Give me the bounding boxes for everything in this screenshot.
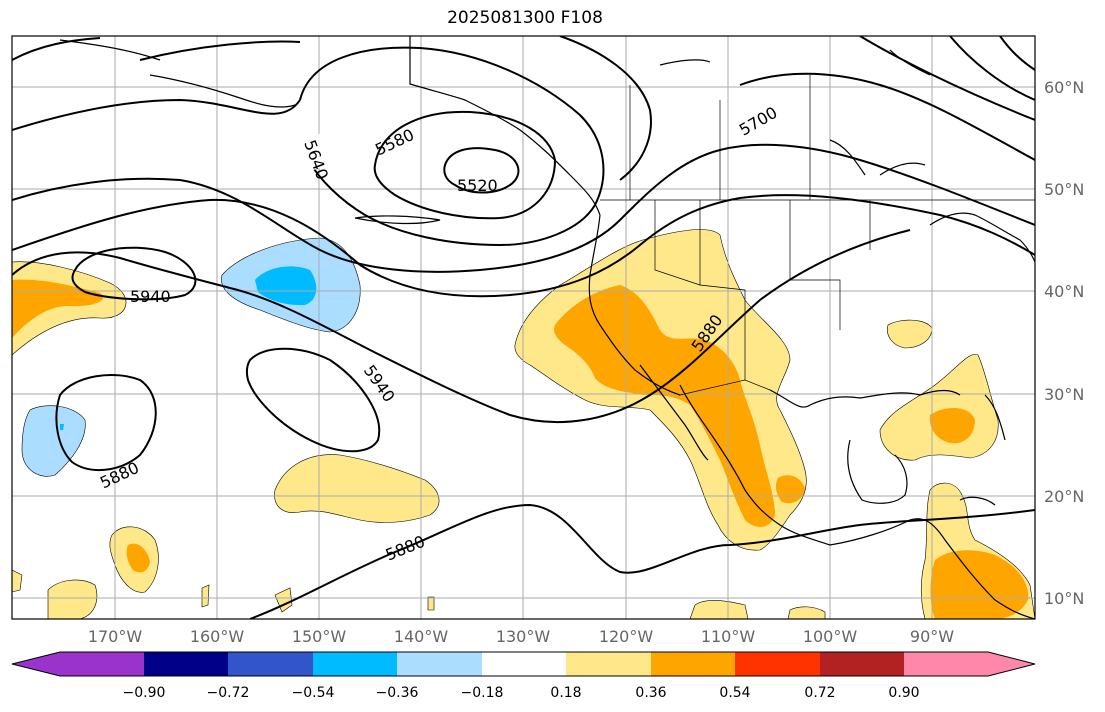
lon-label-90: 90°W	[910, 627, 954, 646]
coastlines	[59, 36, 1035, 619]
colorbar-seg-10	[820, 652, 904, 676]
colorbar-ticks: −0.90 −0.72 −0.54 −0.36 −0.18 0.18 0.36 …	[123, 685, 920, 701]
colorbar-seg-7	[566, 652, 651, 676]
graticule	[12, 36, 1035, 619]
lat-label-10: 10°N	[1044, 589, 1084, 608]
map-title: 2025081300 F108	[447, 8, 603, 28]
colorbar-seg-11	[904, 652, 988, 676]
cbar-tick-4: −0.36	[376, 685, 419, 701]
shade-yellow-central	[274, 454, 440, 523]
lon-label-160: 160°W	[190, 627, 245, 646]
colorbar: −0.90 −0.72 −0.54 −0.36 −0.18 0.18 0.36 …	[11, 651, 1036, 701]
contour-label-5880-a: 5880	[97, 458, 142, 492]
colorbar-seg-3	[228, 652, 313, 676]
shade-yellow-gulf	[879, 353, 999, 461]
lat-label-20: 20°N	[1044, 487, 1084, 506]
cbar-tick-6: 0.18	[550, 685, 581, 701]
lat-label-60: 60°N	[1044, 78, 1084, 97]
colorbar-arrow-right	[988, 652, 1035, 676]
contour-label-5940-a: 5940	[130, 287, 171, 306]
shade-cyan	[255, 266, 317, 306]
contour-label-5700: 5700	[736, 103, 781, 140]
lon-label-170: 170°W	[88, 627, 143, 646]
cbar-tick-3: −0.54	[292, 685, 335, 701]
cbar-tick-9: 0.72	[804, 685, 835, 701]
colorbar-seg-1	[60, 652, 144, 676]
contour-label-5940-b: 5940	[360, 361, 399, 405]
lat-label-50: 50°N	[1044, 180, 1084, 199]
shade-light-blue-small	[21, 405, 86, 477]
colorbar-seg-9	[735, 652, 820, 676]
colorbar-seg-5	[397, 652, 482, 676]
colorbar-seg-8	[651, 652, 735, 676]
lon-label-110: 110°W	[701, 627, 756, 646]
lon-label-120: 120°W	[599, 627, 654, 646]
cbar-tick-8: 0.54	[719, 685, 750, 701]
cbar-tick-7: 0.36	[635, 685, 666, 701]
colorbar-seg-2	[144, 652, 228, 676]
map-area	[12, 36, 1035, 619]
lon-label-140: 140°W	[394, 627, 449, 646]
lat-label-40: 40°N	[1044, 282, 1084, 301]
cbar-tick-2: −0.72	[207, 685, 250, 701]
colorbar-seg-6	[482, 652, 566, 676]
colorbar-seg-4	[313, 652, 397, 676]
cbar-tick-1: −0.90	[123, 685, 166, 701]
shade-orange	[12, 279, 104, 338]
political-borders	[409, 36, 1035, 396]
cbar-tick-10: 0.90	[888, 685, 919, 701]
shade-orange-west	[554, 285, 775, 527]
lat-label-30: 30°N	[1044, 385, 1084, 404]
longitude-labels: 170°W 160°W 150°W 140°W 130°W 120°W 110°…	[88, 627, 954, 646]
colorbar-arrow-left	[12, 652, 60, 676]
height-contours	[12, 36, 1035, 619]
lon-label-130: 130°W	[496, 627, 551, 646]
lon-label-100: 100°W	[803, 627, 858, 646]
contour-label-5520: 5520	[457, 176, 498, 195]
latitude-labels: 60°N 50°N 40°N 30°N 20°N 10°N	[1044, 78, 1084, 608]
cbar-tick-5: −0.18	[461, 685, 504, 701]
map-frame	[11, 35, 1036, 620]
lon-label-150: 150°W	[292, 627, 347, 646]
contour-label-5580: 5580	[372, 125, 417, 159]
